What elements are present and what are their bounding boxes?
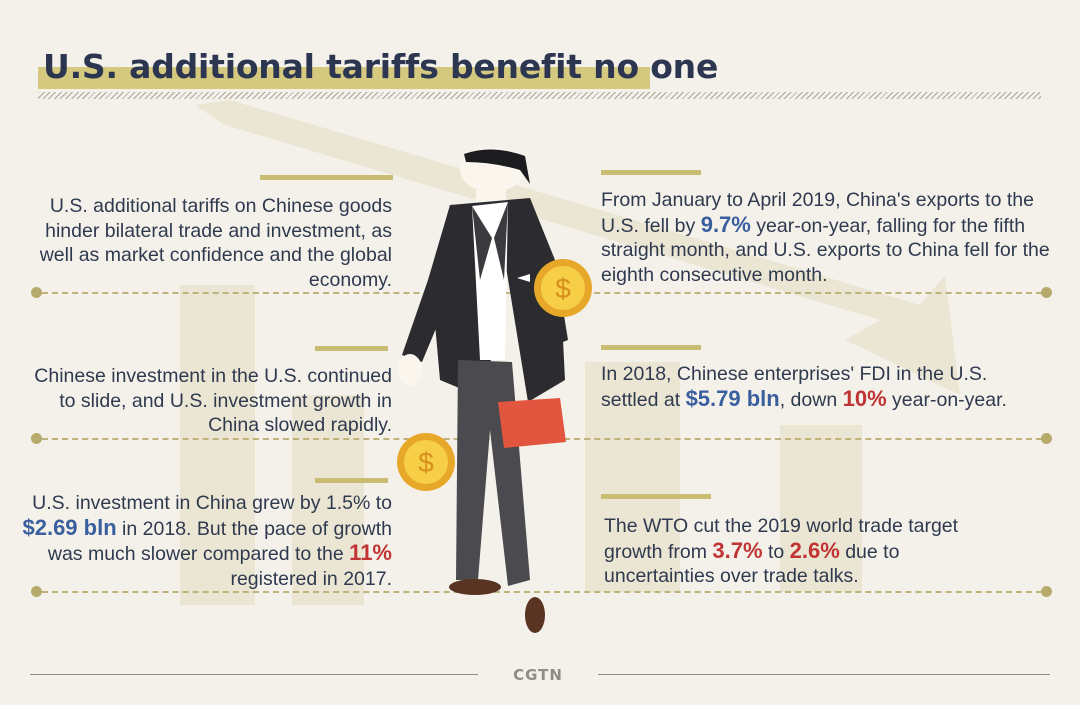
coin-dollar-icon: $ xyxy=(397,433,455,491)
hatched-divider xyxy=(38,92,1041,99)
footer-rule-left xyxy=(30,674,478,675)
right-accent-bar-2 xyxy=(601,345,701,350)
highlight-investment-value: $2.69 bln xyxy=(22,514,117,540)
rule-dot-right-2 xyxy=(1041,433,1052,444)
text-segment: U.S. investment in China grew by 1.5% to xyxy=(32,492,392,514)
right-text-3: The WTO cut the 2019 world trade target … xyxy=(604,514,1009,589)
left-accent-bar-3 xyxy=(315,478,388,483)
footer-logo: CGTN xyxy=(513,666,563,684)
page-title: U.S. additional tariffs benefit no one xyxy=(43,47,719,86)
right-text-2: In 2018, Chinese enterprises' FDI in the… xyxy=(601,362,1031,412)
text-segment: to xyxy=(762,540,790,563)
highlight-export-decline: 9.7% xyxy=(700,211,751,237)
svg-text:$: $ xyxy=(555,273,571,304)
highlight-2017-growth: 11% xyxy=(349,540,392,565)
coin-dollar-icon: $ xyxy=(534,259,592,317)
text-segment: year-on-year. xyxy=(886,388,1007,411)
left-text-2: Chinese investment in the U.S. continued… xyxy=(34,365,392,436)
text-segment: registered in 2017. xyxy=(230,567,392,590)
rule-dot-left-2 xyxy=(31,433,42,444)
text-segment: From January to April 2019, China's expo… xyxy=(601,189,1034,237)
left-text-1: U.S. additional tariffs on Chinese goods… xyxy=(39,195,392,291)
highlight-wto-to: 2.6% xyxy=(789,537,840,563)
left-text-3: U.S. investment in China grew by 1.5% to… xyxy=(20,491,392,591)
text-segment: year-on-year, falling for the fifth stra… xyxy=(601,214,1050,286)
footer-rule-right xyxy=(598,674,1050,675)
left-accent-bar-1 xyxy=(260,175,393,180)
text-segment: , down xyxy=(779,388,843,411)
highlight-wto-from: 3.7% xyxy=(712,537,763,563)
right-accent-bar-3 xyxy=(601,494,711,499)
highlight-fdi-value: $5.79 bln xyxy=(685,385,780,411)
dashed-rule-3 xyxy=(42,591,1042,593)
right-accent-bar-1 xyxy=(601,170,701,175)
right-text-1: From January to April 2019, China's expo… xyxy=(601,188,1051,287)
left-accent-bar-2 xyxy=(315,346,388,351)
rule-dot-right-3 xyxy=(1041,586,1052,597)
rule-dot-left-3 xyxy=(31,586,42,597)
businessman-illustration xyxy=(398,148,568,633)
text-segment: In 2018, Chinese enterprises' FDI in the… xyxy=(601,363,988,411)
rule-dot-right-1 xyxy=(1041,287,1052,298)
text-segment: due to uncertainties over trade talks. xyxy=(604,540,900,588)
title-underline-bar xyxy=(38,67,650,89)
text-segment: The WTO cut the 2019 world trade target … xyxy=(604,515,959,563)
rule-dot-left-1 xyxy=(31,287,42,298)
highlight-fdi-decline: 10% xyxy=(842,385,887,411)
svg-text:$: $ xyxy=(418,447,434,478)
text-segment: in 2018. But the pace of growth was much… xyxy=(47,517,392,566)
